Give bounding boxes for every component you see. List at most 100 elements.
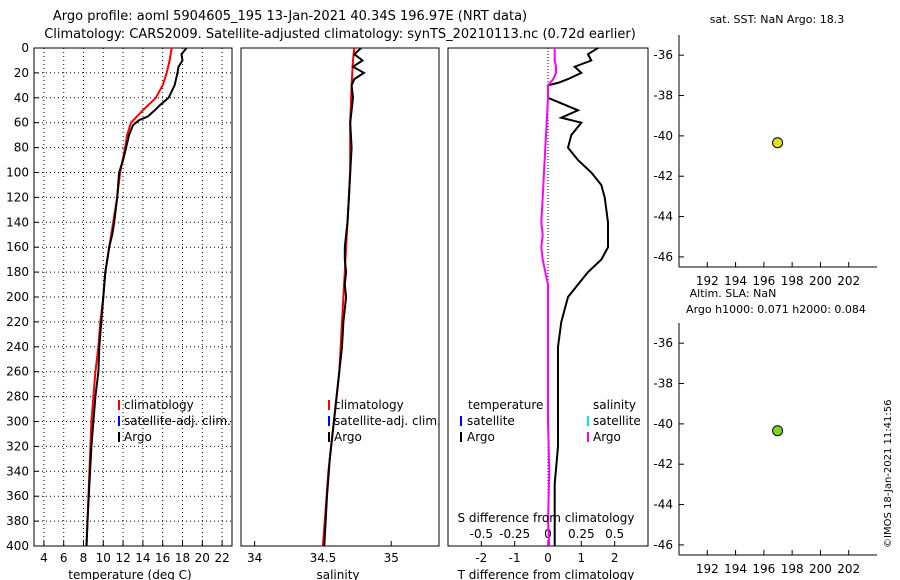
x2-tick-label: 0.25 (568, 527, 595, 541)
y-tick-label: 40 (14, 91, 29, 105)
salinity-plot-frame (240, 47, 440, 547)
y-tick-label: -36 (653, 336, 673, 350)
salinity-legend: climatology satellite-adj. clim. Argo (328, 398, 441, 444)
series-line-argo (85, 47, 188, 547)
y-tick-label: 380 (6, 514, 29, 528)
x-tick-label: 34 (247, 551, 262, 565)
x-tick-label: 1 (578, 551, 586, 565)
y-tick-label: 220 (6, 315, 29, 329)
x-tick-label: 194 (724, 562, 747, 576)
x-tick-label: 200 (809, 562, 832, 576)
x-tick-label: 35 (384, 551, 399, 565)
sst-map-title: sat. SST: NaN Argo: 18.3 (710, 13, 844, 26)
argo-location-marker (772, 425, 784, 437)
x-tick-label: 198 (781, 274, 804, 288)
x2-tick-label: -0.5 (470, 527, 493, 541)
x-tick-label: 14 (135, 551, 150, 565)
y-tick-label: -38 (653, 377, 673, 391)
sla-map-points (772, 425, 784, 437)
legend-label-temp-satellite: satellite (467, 414, 515, 428)
x-tick-label: 8 (80, 551, 88, 565)
sla-map-panel: Altim. SLA: NaN Argo h1000: 0.071 h2000:… (653, 287, 877, 576)
temperature-x-axis-ticks: 4 6 8 10 12 14 16 18 20 22 (40, 541, 230, 565)
y-tick-label: -36 (653, 48, 673, 62)
y-tick-label: -40 (653, 129, 673, 143)
x-tick-label: 196 (752, 562, 775, 576)
y-tick-label: -40 (653, 417, 673, 431)
x-tick-label: 202 (837, 274, 860, 288)
x-tick-label: 196 (752, 274, 775, 288)
x-tick-label: 4 (40, 551, 48, 565)
y-tick-label: 260 (6, 365, 29, 379)
legend-label-argo: Argo (334, 430, 362, 444)
temperature-series-group (85, 47, 188, 547)
temperature-x-axis-label: temperature (deg C) (68, 568, 191, 580)
y-tick-label: 320 (6, 439, 29, 453)
x-tick-label: 200 (809, 274, 832, 288)
sst-map-panel: sat. SST: NaN Argo: 18.3 -36 -38 -40 -42 -44… (653, 13, 877, 288)
figure-title-line2: Climatology: CARS2009. Satellite-adjuste… (44, 27, 636, 42)
y-tick-label: 80 (14, 141, 29, 155)
sst-map-points (772, 137, 784, 149)
imos-timestamp-label: ©IMOS 18-Jan-2021 11:41:56 (883, 400, 894, 548)
y-tick-label: 300 (6, 415, 29, 429)
x-tick-label: -1 (509, 551, 521, 565)
legend-label-satellite-adj: satellite-adj. clim. (124, 414, 231, 428)
t-difference-x-axis-ticks: -2 -1 0 1 2 (475, 541, 618, 565)
x-tick-label: 6 (60, 551, 68, 565)
legend-label-temp-argo: Argo (467, 430, 495, 444)
y-tick-label: 120 (6, 190, 29, 204)
y-tick-label: 180 (6, 265, 29, 279)
y-tick-label: -46 (653, 250, 673, 264)
x-tick-label: 16 (155, 551, 170, 565)
y-tick-label: 160 (6, 240, 29, 254)
difference-legend: temperature satellite Argo salinity sate… (460, 398, 641, 444)
y-tick-label: -38 (653, 89, 673, 103)
x2-tick-label: 0.5 (605, 527, 624, 541)
y-tick-label: 100 (6, 166, 29, 180)
y-tick-label: -42 (653, 457, 673, 471)
y-tick-label: 0 (21, 41, 29, 55)
x-tick-label: 10 (96, 551, 111, 565)
x-tick-label: 0 (544, 551, 552, 565)
legend-label-argo: Argo (124, 430, 152, 444)
x-tick-label: 18 (175, 551, 190, 565)
temperature-grid (34, 47, 232, 547)
legend-title-temperature: temperature (468, 398, 543, 412)
sla-map-x-ticks: 192 194 196 198 200 202 (696, 550, 860, 576)
sla-map-subtitle: Argo h1000: 0.071 h2000: 0.084 (686, 303, 866, 316)
y-tick-label: -46 (653, 538, 673, 552)
salinity-series-group (321, 47, 366, 547)
x-tick-label: 198 (781, 562, 804, 576)
sst-map-y-ticks: -36 -38 -40 -42 -44 -46 (653, 48, 684, 264)
s-difference-axis-label: S difference from climatology (458, 511, 635, 525)
y-tick-label: -44 (653, 498, 673, 512)
y-tick-label: 60 (14, 116, 29, 130)
series-line-argo (323, 47, 366, 547)
difference-series-group (540, 47, 609, 547)
x-tick-label: -2 (475, 551, 487, 565)
legend-label-sal-argo: Argo (593, 430, 621, 444)
x-tick-label: 2 (611, 551, 619, 565)
y-tick-label: -42 (653, 169, 673, 183)
difference-panel: -2 -1 0 1 2 -0.5 -0.25 0 0.25 0.5 S difference f… (447, 47, 649, 580)
x-tick-label: 20 (195, 551, 210, 565)
sla-map-title: Altim. SLA: NaN (690, 287, 777, 300)
y-tick-label: -44 (653, 210, 673, 224)
sla-map-y-ticks: -36 -38 -40 -42 -44 -46 (653, 336, 684, 552)
legend-label-climatology: climatology (334, 398, 404, 412)
x-tick-label: 12 (115, 551, 130, 565)
y-tick-label: 20 (14, 66, 29, 80)
legend-label-sal-satellite: satellite (593, 414, 641, 428)
x2-tick-label: -0.25 (499, 527, 530, 541)
x-tick-label: 192 (696, 274, 719, 288)
legend-label-climatology: climatology (124, 398, 194, 412)
x-tick-label: 202 (837, 562, 860, 576)
legend-label-satellite-adj: satellite-adj. clim. (334, 414, 441, 428)
temperature-legend: climatology satellite-adj. clim. Argo (118, 398, 231, 444)
x-tick-label: 22 (214, 551, 229, 565)
y-tick-label: 400 (6, 539, 29, 553)
depth-axis-ticks: 0 20 40 60 80 100 120 140 160 180 200 220 240 260 280 3… (6, 41, 39, 553)
